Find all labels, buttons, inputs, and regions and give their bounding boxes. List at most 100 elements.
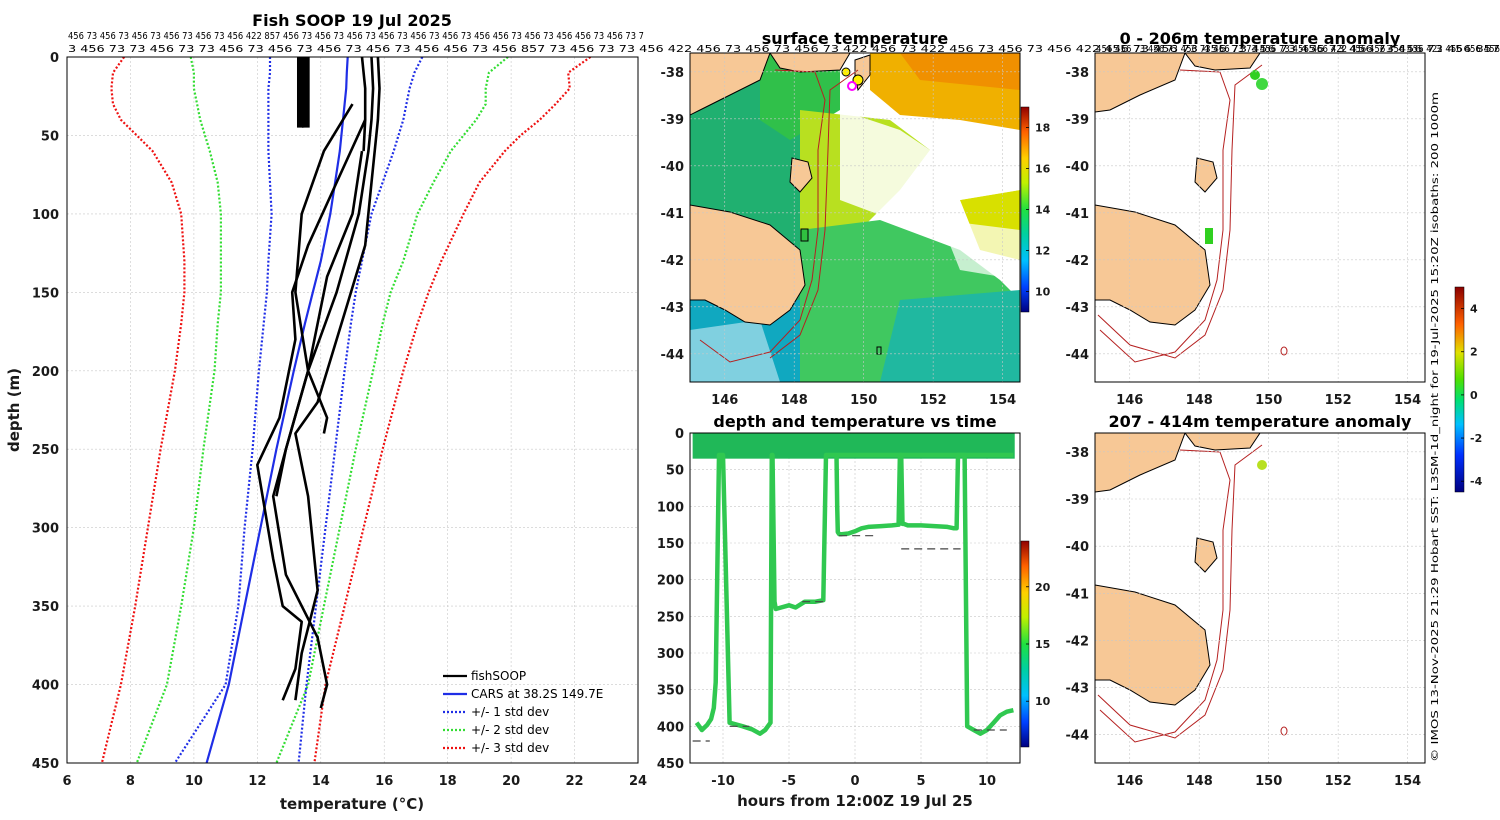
colorbar-tick-label: 0 (1470, 389, 1478, 402)
sst-map-grid (690, 53, 1020, 382)
anomaly-deep-panel: 207 - 414m temperature anomaly 146 148 150… (1066, 286, 1483, 789)
legend-sd3: +/- 3 std dev (471, 741, 549, 755)
profile-ytick-label: 0 (50, 51, 59, 66)
sd3-low-line (100, 57, 186, 763)
land-tasmania-r1 (1095, 204, 1211, 326)
profile-header-line-1: 456 73 456 73 456 73 456 73 456 73 456 4… (68, 31, 644, 42)
anomaly-deep-mark-1 (1257, 460, 1267, 470)
profile-ytick-label: 100 (32, 208, 59, 223)
colorbar-tick-label: 4 (1470, 303, 1478, 316)
anomaly-shallow-mark-2 (1256, 78, 1268, 90)
profile-panel: Fish SOOP 19 Jul 2025 456 73 456 73 456 … (5, 11, 1500, 813)
depth-time-colorbar-ticks: 10 15 20 (1026, 581, 1051, 708)
depth-time-ytick-label: 300 (657, 647, 684, 662)
profile-xtick-label: 20 (502, 774, 520, 789)
sst-map-ticks: 146 148 150 152 154 -38 -39 -40 -41 -42 -43 -44 (661, 66, 1017, 408)
land-victoria-r1 (1095, 53, 1186, 113)
map-lat-tick-label: -42 (661, 254, 685, 269)
fishsoop-profile-3 (294, 57, 381, 701)
profile-title: Fish SOOP 19 Jul 2025 (252, 11, 452, 30)
legend-sd1: +/- 1 std dev (471, 705, 549, 719)
map-lat-tick-label: -41 (1066, 587, 1090, 602)
depth-time-xtick-label: -5 (782, 774, 796, 789)
sst-isobath-200 (699, 69, 826, 363)
map-lon-tick-label: 152 (1325, 774, 1352, 789)
profile-xtick-label: 10 (185, 774, 203, 789)
map-lon-tick-label: 148 (1186, 393, 1213, 408)
anomaly-shallow-mark-1 (1250, 70, 1260, 80)
land-flinders-r2 (1194, 537, 1218, 573)
land-tasmania (690, 204, 806, 326)
depth-time-xtick-label: -10 (711, 774, 735, 789)
profile-xtick-label: 24 (629, 774, 647, 789)
anomaly-deep-isobath-1000 (1097, 444, 1263, 739)
depth-time-panel: depth and temperature vs time -10 -5 0 5 100… (657, 412, 1051, 810)
map-lon-tick-label: 150 (1255, 393, 1282, 408)
anomaly-deep-title: 207 - 414m temperature anomaly (1109, 412, 1412, 431)
sd2-high-line (275, 57, 509, 763)
map-lon-tick-label: 148 (781, 393, 808, 408)
fishsoop-profile-6 (275, 150, 364, 497)
map-lat-tick-label: -44 (1066, 348, 1090, 363)
cars-mean-line (205, 57, 349, 763)
anomaly-shallow-ticks: 146 148 150 152 154 -38 -39 -40 -41 -42 -43 -44 (1066, 66, 1422, 408)
sst-east-teal (880, 290, 1020, 382)
land-gippsland-r1 (1184, 53, 1261, 71)
anomaly-deep-axes-box (1094, 432, 1426, 764)
map-lat-tick-label: -44 (661, 348, 685, 363)
profile-ytick-label: 300 (32, 522, 59, 537)
profile-axes-box (66, 56, 639, 764)
map-lat-tick-label: -40 (1066, 160, 1090, 175)
depth-time-tracks (692, 433, 1015, 742)
depth-time-ytick-label: 450 (657, 757, 684, 772)
fishsoop-profile-5 (255, 119, 367, 701)
profile-xtick-label: 22 (566, 774, 584, 789)
colorbar-tick-label: 10 (1035, 286, 1051, 299)
colorbar-tick-label: 12 (1035, 245, 1050, 258)
profile-ytick-label: 150 (32, 286, 59, 301)
map-lon-tick-label: 150 (850, 393, 877, 408)
colorbar-tick-label: 20 (1035, 581, 1051, 594)
sst-marker-4 (800, 228, 809, 242)
land-flinders-island (789, 157, 813, 193)
sst-map-panel: surface temperature (661, 29, 1051, 408)
anomaly-shallow-axes-box (1094, 52, 1426, 383)
map-lat-tick-label: -41 (661, 207, 685, 222)
anomaly-shallow-mark-3 (1205, 228, 1213, 244)
depth-time-ytick-label: 50 (666, 464, 684, 479)
land-gippsland (769, 53, 851, 73)
anomaly-shallow-grid (1095, 53, 1425, 382)
depth-time-xtick-label: 0 (850, 774, 859, 789)
map-lon-tick-label: 154 (1394, 393, 1421, 408)
anomaly-shallow-map (1095, 53, 1288, 363)
anomaly-shallow-isobath-1000 (1097, 64, 1263, 359)
sst-map-axes-box (689, 52, 1021, 383)
colorbar-tick-label: -4 (1470, 475, 1483, 488)
land-victoria-r2 (1095, 433, 1186, 493)
profile-xtick-label: 16 (375, 774, 393, 789)
depth-time-title: depth and temperature vs time (713, 412, 996, 431)
profile-legend: fishSOOP CARS at 38.2S 149.7E +/- 1 std … (443, 669, 603, 755)
anomaly-deep-isobath-200 (1099, 449, 1231, 743)
depth-time-ytick-label: 200 (657, 574, 684, 589)
anomaly-colorbar (1454, 286, 1465, 493)
profile-xtick-label: 6 (62, 774, 71, 789)
anomaly-deep-grid (1095, 433, 1425, 763)
map-lon-tick-label: 146 (1116, 774, 1143, 789)
map-lat-tick-label: -38 (1066, 446, 1090, 461)
sst-cloud-mask (840, 110, 1020, 215)
map-lon-tick-label: 154 (989, 393, 1016, 408)
map-lat-tick-label: -39 (1066, 113, 1090, 128)
depth-time-axes-box (689, 432, 1021, 764)
map-lat-tick-label: -39 (661, 113, 685, 128)
fishsoop-profile-4 (294, 103, 354, 434)
profile-ytick-label: 250 (32, 443, 59, 458)
sst-cloud-mask-2 (940, 220, 1020, 280)
map-lat-tick-label: -42 (1066, 634, 1090, 649)
map-lon-tick-label: 152 (920, 393, 947, 408)
depth-track-shelf (834, 452, 1014, 736)
land-flinders-r1 (1194, 157, 1218, 193)
anomaly-shallow-title: 0 - 206m temperature anomaly (1120, 29, 1401, 48)
